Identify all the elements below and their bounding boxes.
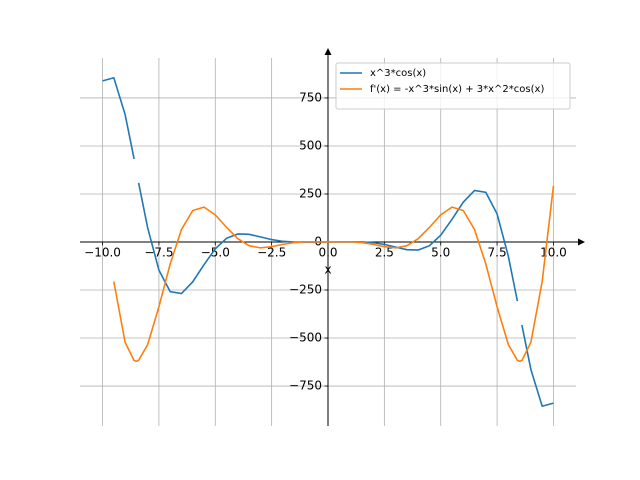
x-tick-label: 2.5 [375, 246, 394, 260]
legend-label: x^3*cos(x) [370, 68, 426, 79]
x-tick-label: 7.5 [488, 246, 507, 260]
y-axis-arrow [324, 48, 332, 55]
legend-label: f'(x) = -x^3*sin(x) + 3*x^2*cos(x) [370, 84, 544, 95]
x-axis-label: x [324, 263, 331, 277]
x-tick-label: 10.0 [540, 246, 567, 260]
y-tick-label: 500 [299, 138, 322, 152]
legend: x^3*cos(x) f'(x) = -x^3*sin(x) + 3*x^2*co… [335, 62, 571, 110]
y-tick-label: −250 [289, 283, 322, 297]
y-tick-label: −750 [289, 379, 322, 393]
y-tick-label: −500 [289, 331, 322, 345]
x-tick-label: −2.5 [257, 246, 286, 260]
x-axis-arrow [578, 238, 585, 246]
series-line [113, 185, 555, 363]
y-tick-label: 250 [299, 186, 322, 200]
legend-box [335, 62, 571, 110]
x-tick-label: −10.0 [84, 246, 121, 260]
y-tick-label: 750 [299, 90, 322, 104]
x-tick-label: −7.5 [144, 246, 173, 260]
x-tick-label: −5.0 [201, 246, 230, 260]
x-tick-label: 5.0 [431, 246, 450, 260]
